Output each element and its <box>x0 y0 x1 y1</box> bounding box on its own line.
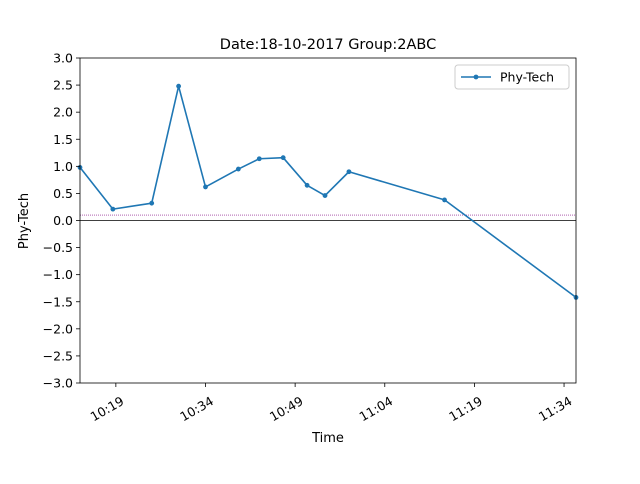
y-tick-label: 1.0 <box>53 159 73 174</box>
x-tick-label: 11:04 <box>357 393 396 424</box>
y-axis-label: Phy-Tech <box>17 193 32 249</box>
y-tick-label: 0.0 <box>53 213 73 228</box>
data-point <box>203 184 208 190</box>
y-tick-label: 2.0 <box>53 105 73 120</box>
x-tick-label: 10:34 <box>177 393 216 424</box>
y-tick-label: −2.0 <box>43 321 73 336</box>
x-tick-label: 10:49 <box>267 393 306 424</box>
data-point <box>322 193 328 198</box>
data-point <box>442 197 447 203</box>
data-point <box>280 155 286 161</box>
y-tick-label: −1.5 <box>43 294 73 309</box>
y-tick-label: 3.0 <box>53 51 73 66</box>
x-tick-label: 11:19 <box>446 393 485 424</box>
data-point <box>235 166 241 172</box>
y-tick-label: −0.5 <box>43 240 73 255</box>
y-tick-label: −1.0 <box>43 267 73 282</box>
data-point <box>176 83 182 89</box>
x-axis-label: Time <box>311 431 344 446</box>
data-point <box>304 182 310 188</box>
data-point <box>346 169 352 175</box>
y-tick-label: −3.0 <box>43 376 73 391</box>
legend-box <box>454 64 570 90</box>
y-tick-label: −2.5 <box>43 348 73 363</box>
x-tick-label: 10:19 <box>88 393 127 424</box>
legend-marker <box>473 74 479 80</box>
y-tick-label: 0.5 <box>53 186 73 201</box>
legend-label: Phy-Tech <box>500 70 554 85</box>
plot-area: 3.0 2.5 2.0 1.5 1.0 0.5 0.0 −0.5 −1.0 −1.5 −2.0 −2.… <box>43 51 579 424</box>
data-point <box>256 156 262 162</box>
data-point <box>149 200 155 206</box>
y-tick-label: 2.5 <box>53 78 73 93</box>
series-line <box>79 85 577 299</box>
x-tick-label: 11:34 <box>536 393 575 424</box>
chart-title: Date:18-10-2017 Group:2ABC <box>220 37 436 53</box>
data-point <box>110 206 116 212</box>
legend: Phy-Tech <box>454 64 570 90</box>
y-tick-label: 1.5 <box>53 132 73 147</box>
